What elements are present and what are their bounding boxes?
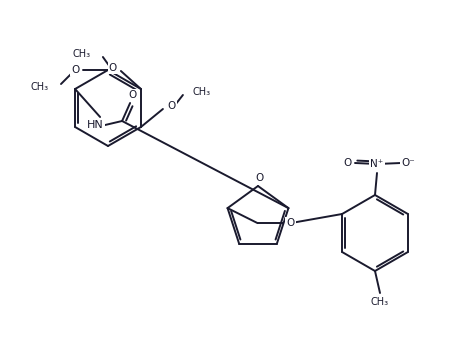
Text: O: O (71, 65, 79, 75)
Text: CH₃: CH₃ (73, 49, 91, 59)
Text: CH₃: CH₃ (193, 87, 211, 97)
Text: O: O (286, 218, 295, 228)
Text: O: O (256, 173, 264, 183)
Text: N⁺: N⁺ (371, 159, 383, 169)
Text: CH₃: CH₃ (31, 82, 49, 92)
Text: HN: HN (87, 120, 103, 130)
Text: O⁻: O⁻ (401, 158, 415, 168)
Text: O: O (109, 63, 117, 73)
Text: O: O (344, 158, 352, 168)
Text: O: O (128, 90, 136, 100)
Text: O: O (168, 101, 176, 111)
Text: CH₃: CH₃ (371, 297, 389, 307)
